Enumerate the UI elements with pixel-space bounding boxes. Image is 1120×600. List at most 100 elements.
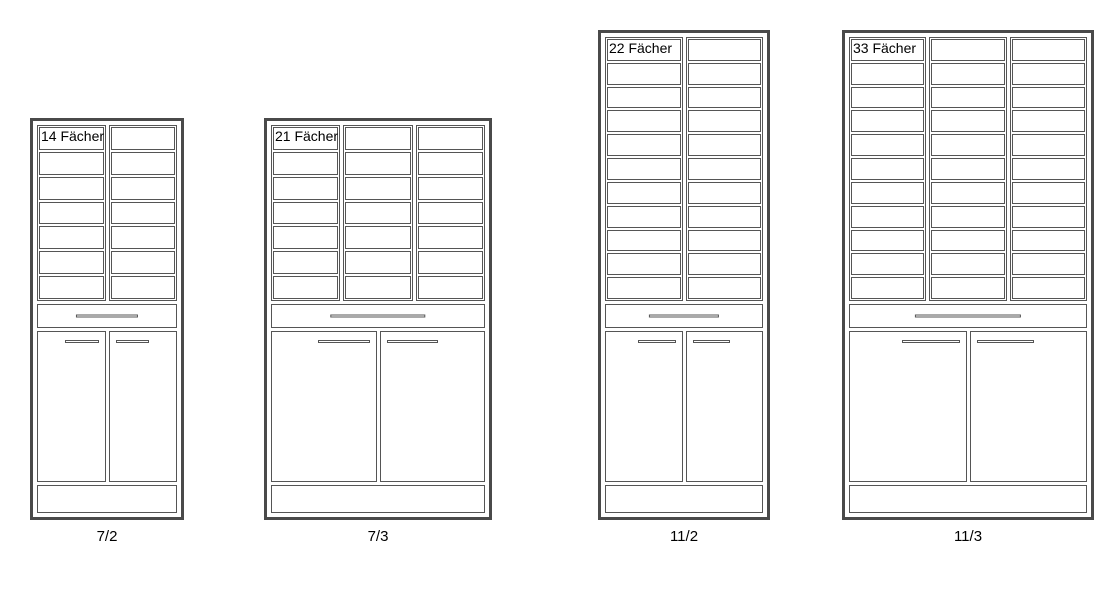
compartment-slot: [273, 202, 338, 225]
compartment-slot: [688, 39, 762, 61]
compartment-slot: [1012, 206, 1085, 228]
compartment-slot: [345, 127, 410, 150]
compartment-slot: [931, 277, 1004, 299]
compartment-slot: [273, 177, 338, 200]
compartment-slot: [607, 182, 681, 204]
compartment-slot: [418, 127, 483, 150]
compartment-slot: [39, 226, 104, 249]
compartment-slot: [607, 158, 681, 180]
compartment-column: [686, 37, 764, 301]
compartment-slot: [607, 110, 681, 132]
compartment-slot: [931, 230, 1004, 252]
compartment-column: [343, 125, 412, 301]
compartment-column: [929, 37, 1006, 301]
cabinet-frame: 14 Fächer: [30, 118, 184, 520]
compartment-slot: [418, 251, 483, 274]
compartment-slot: [273, 226, 338, 249]
compartment-slot: [418, 152, 483, 175]
door-row: [605, 331, 763, 482]
compartment-slot: [111, 177, 176, 200]
compartment-slot: [607, 206, 681, 228]
compartment-slot: [688, 63, 762, 85]
compartment-slot: [688, 206, 762, 228]
compartment-grid: 22 Fächer: [605, 37, 763, 301]
compartment-slot: [688, 87, 762, 109]
drawer: [605, 304, 763, 328]
compartment-slot: [111, 152, 176, 175]
compartment-slot: [345, 251, 410, 274]
drawer-handle-icon: [76, 315, 138, 318]
compartment-slot: [688, 134, 762, 156]
compartment-column: 21 Fächer: [271, 125, 340, 301]
door-handle-icon: [65, 340, 98, 343]
door-right: [380, 331, 486, 482]
compartment-slot: [1012, 39, 1085, 61]
compartment-slot: [688, 158, 762, 180]
compartment-count-label: 14 Fächer: [41, 128, 104, 144]
compartment-slot: [607, 277, 681, 299]
compartment-column: [1010, 37, 1087, 301]
door-handle-icon: [116, 340, 149, 343]
compartment-slot: [607, 134, 681, 156]
compartment-slot: [851, 253, 924, 275]
compartment-count-label: 33 Fächer: [853, 40, 916, 56]
plinth: [849, 485, 1087, 513]
drawer: [849, 304, 1087, 328]
compartment-column: [109, 125, 178, 301]
plinth: [271, 485, 485, 513]
compartment-grid: 21 Fächer: [271, 125, 485, 301]
compartment-grid: 33 Fächer: [849, 37, 1087, 301]
compartment-slot: [688, 182, 762, 204]
compartment-slot: [1012, 230, 1085, 252]
compartment-slot: [1012, 134, 1085, 156]
cabinet-caption: 11/2: [670, 528, 698, 545]
door-right: [970, 331, 1088, 482]
drawer-handle-icon: [649, 315, 719, 318]
compartment-slot: [607, 87, 681, 109]
compartment-slot: [345, 152, 410, 175]
door-right: [686, 331, 764, 482]
plinth: [605, 485, 763, 513]
compartment-column: 33 Fächer: [849, 37, 926, 301]
door-handle-icon: [318, 340, 370, 343]
compartment-slot: [1012, 182, 1085, 204]
compartment-slot: [418, 177, 483, 200]
door-left: [605, 331, 683, 482]
compartment-slot: [1012, 158, 1085, 180]
compartment-slot: [931, 158, 1004, 180]
cabinet-caption: 7/3: [368, 528, 389, 545]
compartment-slot: [851, 87, 924, 109]
cabinet-frame: 21 Fächer: [264, 118, 492, 520]
compartment-slot: [1012, 253, 1085, 275]
door-left: [37, 331, 106, 482]
door-left: [271, 331, 377, 482]
compartment-slot: [931, 87, 1004, 109]
compartment-slot: [39, 202, 104, 225]
compartment-slot: [418, 226, 483, 249]
compartment-column: 14 Fächer: [37, 125, 106, 301]
door-handle-icon: [977, 340, 1035, 343]
door-row: [849, 331, 1087, 482]
door-handle-icon: [902, 340, 960, 343]
compartment-slot: [39, 152, 104, 175]
compartment-slot: [1012, 277, 1085, 299]
compartment-slot: [851, 134, 924, 156]
compartment-slot: [607, 230, 681, 252]
compartment-slot: [931, 39, 1004, 61]
compartment-slot: [418, 276, 483, 299]
compartment-slot: [418, 202, 483, 225]
compartment-slot: [111, 226, 176, 249]
compartment-slot: [273, 251, 338, 274]
compartment-slot: [851, 158, 924, 180]
compartment-slot: [345, 177, 410, 200]
compartment-slot: [851, 230, 924, 252]
compartment-slot: [851, 63, 924, 85]
compartment-slot: [688, 230, 762, 252]
compartment-slot: [39, 177, 104, 200]
drawer: [37, 304, 177, 328]
compartment-slot: [607, 63, 681, 85]
compartment-slot: [931, 134, 1004, 156]
compartment-slot: [111, 202, 176, 225]
compartment-slot: [273, 152, 338, 175]
compartment-slot: [345, 226, 410, 249]
